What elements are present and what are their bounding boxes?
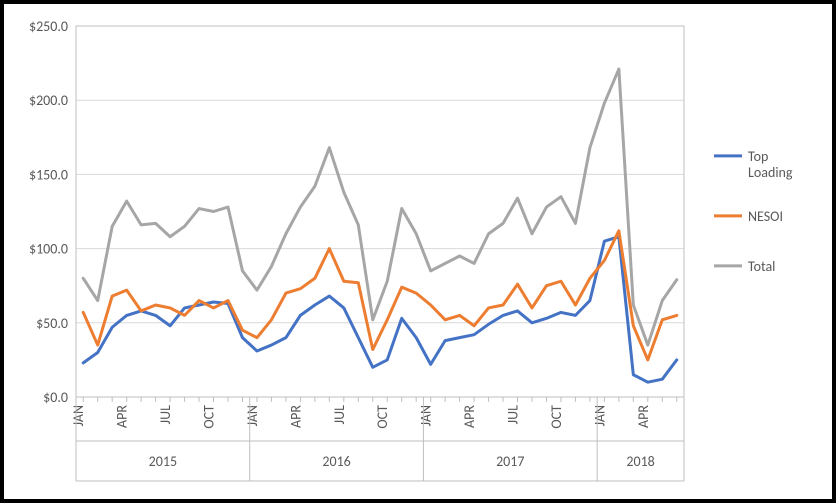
y-tick-label: $50.0	[36, 315, 68, 332]
x-month-label: JUL	[331, 405, 348, 424]
line-chart: $0.0 $50.0 $100.0 $150.0 $200.0 $250.0 JAN APR J…	[16, 16, 820, 487]
series-line-nesoi	[83, 231, 677, 360]
x-month-label: APR	[461, 405, 478, 428]
x-month-label: APR	[287, 405, 304, 428]
y-tick-label: $200.0	[29, 92, 68, 109]
x-year-label: 2017	[496, 453, 524, 470]
x-month-label: OCT	[548, 405, 565, 429]
x-month-label: APR	[635, 405, 652, 428]
x-month-label: JUL	[157, 405, 174, 424]
y-tick-label: $0.0	[43, 389, 68, 406]
chart-inner: $0.0 $50.0 $100.0 $150.0 $200.0 $250.0 JAN APR J…	[16, 16, 820, 487]
chart-container: $0.0 $50.0 $100.0 $150.0 $200.0 $250.0 JAN APR J…	[0, 0, 836, 503]
x-month-label: JAN	[418, 405, 435, 426]
x-month-label: APR	[114, 405, 131, 428]
y-tick-label: $150.0	[29, 166, 68, 183]
y-tick-label: $100.0	[29, 241, 68, 258]
legend-label: NESOI	[748, 208, 783, 225]
x-year-label: 2015	[149, 453, 177, 470]
x-month-label: JAN	[70, 405, 87, 426]
x-month-label: JAN	[591, 405, 608, 426]
x-month-label: OCT	[374, 405, 391, 429]
x-year-label: 2018	[626, 453, 654, 470]
y-tick-label: $250.0	[29, 18, 68, 35]
x-month-label: JUL	[505, 405, 522, 424]
x-year-label: 2016	[322, 453, 350, 470]
legend-label: Loading	[748, 164, 793, 181]
x-month-label: JAN	[244, 405, 261, 426]
legend-label: Total	[748, 258, 775, 275]
x-month-label: OCT	[201, 405, 218, 429]
legend-label: Top	[748, 148, 768, 165]
